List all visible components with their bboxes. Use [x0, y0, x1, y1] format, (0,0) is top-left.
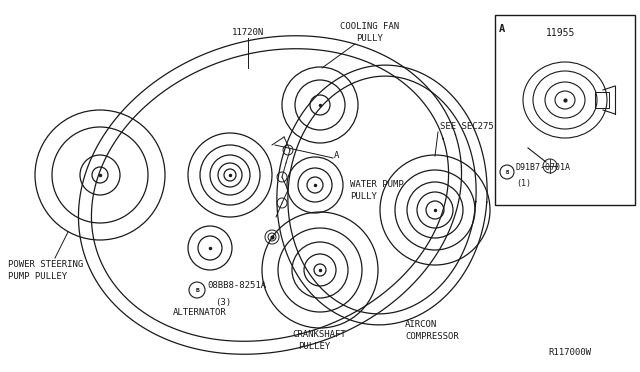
Text: CRANKSHAFT: CRANKSHAFT	[292, 330, 346, 339]
Text: PUMP PULLEY: PUMP PULLEY	[8, 272, 67, 281]
Bar	[595, 92, 609, 108]
Text: R117000W: R117000W	[548, 348, 591, 357]
Text: D91B7-0701A: D91B7-0701A	[516, 164, 571, 173]
Text: ALTERNATOR: ALTERNATOR	[173, 308, 227, 317]
Text: B: B	[195, 288, 199, 292]
Text: 08BB8-8251A: 08BB8-8251A	[207, 282, 266, 291]
Text: AIRCON: AIRCON	[405, 320, 437, 329]
Text: SEE SEC275: SEE SEC275	[440, 122, 493, 131]
Text: PULLY: PULLY	[350, 192, 377, 201]
Text: A: A	[334, 151, 339, 160]
Text: (1): (1)	[516, 179, 531, 188]
Text: A: A	[499, 24, 505, 34]
Text: (3): (3)	[215, 298, 231, 307]
Text: COMPRESSOR: COMPRESSOR	[405, 332, 459, 341]
Text: COOLING FAN: COOLING FAN	[340, 22, 399, 31]
Text: PULLY: PULLY	[356, 34, 383, 43]
Text: PULLEY: PULLEY	[298, 342, 330, 351]
Text: B: B	[506, 170, 509, 174]
Text: WATER PUMP: WATER PUMP	[350, 180, 404, 189]
Text: 11720N: 11720N	[232, 28, 264, 37]
Text: 11955: 11955	[546, 28, 575, 38]
Text: POWER STEERING: POWER STEERING	[8, 260, 83, 269]
Bar	[495, 15, 635, 205]
